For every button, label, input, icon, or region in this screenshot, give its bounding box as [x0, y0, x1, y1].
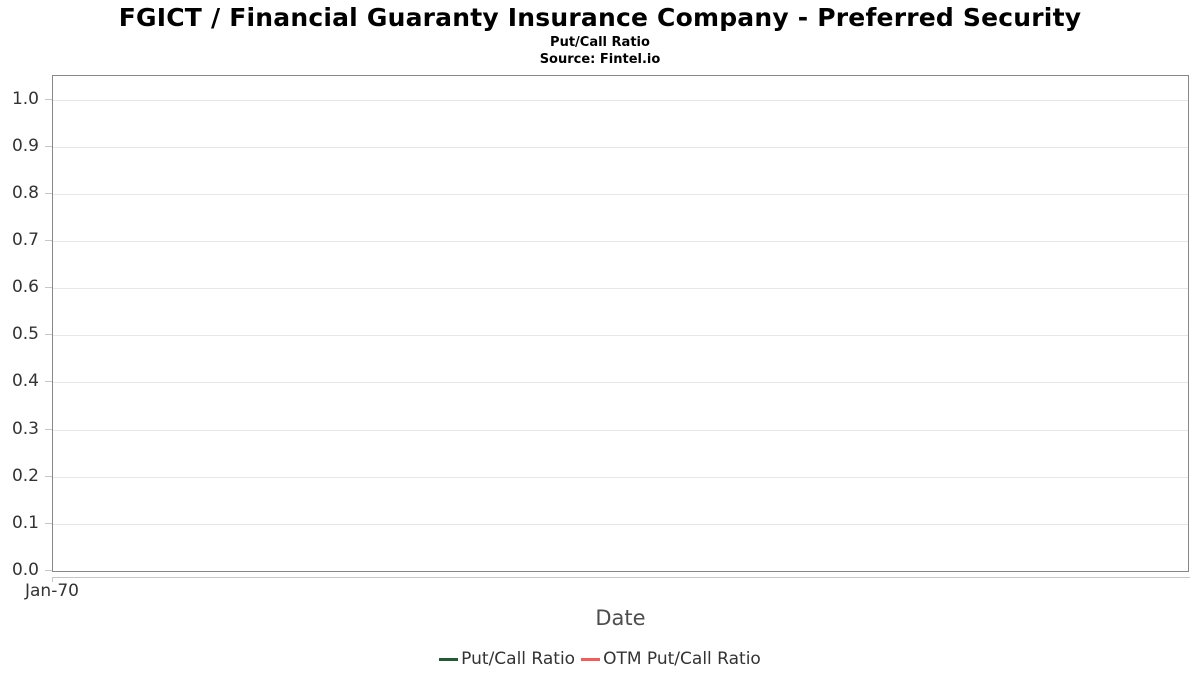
legend-label: OTM Put/Call Ratio [603, 649, 761, 669]
y-tick-label: 0.0 [11, 560, 39, 580]
y-gridline [53, 147, 1188, 148]
y-gridline [53, 430, 1188, 431]
y-gridline [53, 241, 1188, 242]
y-tick-label: 0.5 [11, 324, 39, 344]
legend-line-marker [439, 657, 459, 661]
y-tick-label: 0.6 [11, 277, 39, 297]
legend-line-marker [581, 657, 601, 661]
y-axis-tick [45, 146, 52, 147]
y-gridline [53, 335, 1188, 336]
y-tick-label: 0.1 [11, 513, 39, 533]
y-axis-tick [45, 240, 52, 241]
y-gridline [53, 524, 1188, 525]
y-axis-tick [45, 429, 52, 430]
x-tick-label: Jan-70 [25, 581, 79, 601]
chart-subtitle: Put/Call Ratio [550, 35, 650, 50]
y-axis-tick [45, 381, 52, 382]
y-axis-tick [45, 570, 52, 571]
y-tick-label: 0.9 [11, 136, 39, 156]
y-axis-tick [45, 476, 52, 477]
y-axis-tick [45, 99, 52, 100]
chart-source-label: Source: Fintel.io [539, 52, 661, 67]
legend-label: Put/Call Ratio [461, 649, 576, 669]
y-tick-label: 0.2 [11, 466, 39, 486]
y-gridline [53, 477, 1188, 478]
y-gridline [53, 100, 1188, 101]
y-tick-label: 0.3 [11, 419, 39, 439]
y-axis-tick [45, 334, 52, 335]
legend: Put/Call Ratio OTM Put/Call Ratio [0, 646, 1200, 672]
y-axis-tick [45, 523, 52, 524]
y-gridline [53, 382, 1188, 383]
y-tick-label: 0.7 [11, 230, 39, 250]
y-gridline [53, 288, 1188, 289]
x-axis-line [52, 577, 1190, 578]
chart-title: FGICT / Financial Guaranty Insurance Com… [118, 3, 1082, 32]
y-axis-tick [45, 287, 52, 288]
y-tick-label: 1.0 [11, 89, 39, 109]
y-tick-label: 0.4 [11, 371, 39, 391]
legend-item-otm-put-call-ratio[interactable]: OTM Put/Call Ratio [581, 646, 761, 672]
y-axis-tick [45, 193, 52, 194]
plot-area [52, 75, 1189, 572]
y-tick-label: 0.8 [11, 183, 39, 203]
x-axis-tick [52, 577, 53, 582]
y-gridline [53, 194, 1188, 195]
x-axis-title: Date [595, 606, 646, 630]
legend-item-put-call-ratio[interactable]: Put/Call Ratio [439, 646, 575, 672]
